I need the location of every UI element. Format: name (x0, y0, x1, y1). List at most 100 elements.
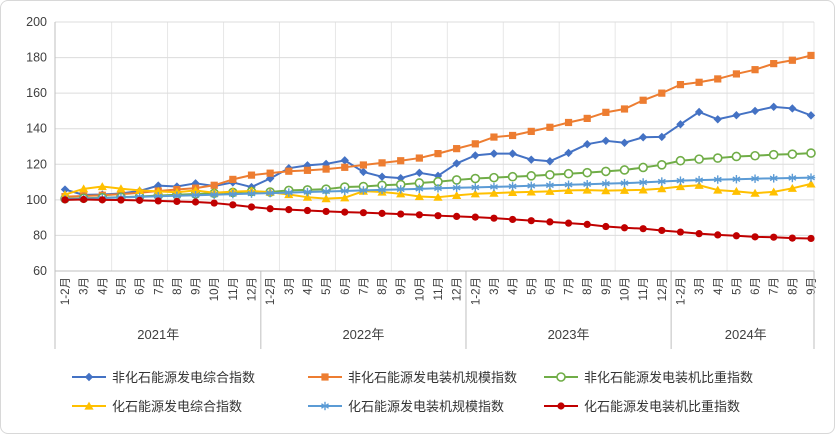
svg-text:1-2月: 1-2月 (675, 277, 687, 305)
x-axis-month-label: 12月 (657, 277, 669, 301)
x-axis-month-label: 12月 (452, 277, 464, 301)
x-axis-month-label: 1-2月 (265, 277, 277, 305)
svg-text:3月: 3月 (694, 277, 706, 295)
x-axis-month-label: 9月 (806, 277, 818, 295)
legend-marker-icon (308, 372, 342, 381)
svg-text:8月: 8月 (787, 277, 799, 295)
x-axis-month-label: 6月 (340, 277, 352, 295)
legend-marker-icon (544, 401, 578, 410)
svg-text:3月: 3月 (79, 277, 91, 295)
legend-item: 非化石能源发电装机比重指数 (543, 367, 783, 386)
svg-text:5月: 5月 (731, 277, 743, 295)
x-axis-month-label: 3月 (694, 277, 706, 295)
x-axis-month-label: 7月 (153, 277, 165, 295)
svg-text:7月: 7月 (769, 277, 781, 295)
y-axis-tick-label: 120 (26, 157, 47, 171)
svg-text:1-2月: 1-2月 (265, 277, 277, 305)
x-axis-month-label: 6月 (135, 277, 147, 295)
y-axis-tick-label: 140 (26, 122, 47, 136)
legend-label: 非化石能源发电综合指数 (112, 370, 256, 385)
x-axis-month-label: 5月 (321, 277, 333, 295)
x-axis-year-label: 2021年 (137, 327, 179, 342)
y-axis-tick-label: 200 (26, 15, 47, 29)
svg-text:7月: 7月 (564, 277, 576, 295)
svg-text:6月: 6月 (545, 277, 557, 295)
svg-text:9月: 9月 (601, 277, 613, 295)
svg-text:4月: 4月 (508, 277, 520, 295)
svg-text:4月: 4月 (713, 277, 725, 295)
x-axis-year-label: 2022年 (342, 327, 384, 342)
legend-item: 非化石能源发电综合指数 (71, 367, 307, 386)
x-axis-month-label: 6月 (545, 277, 557, 295)
x-axis-month-label: 8月 (172, 277, 184, 295)
y-axis-tick-label: 60 (33, 264, 47, 278)
x-axis-month-label: 11月 (228, 277, 240, 300)
legend-item: 化石能源发电综合指数 (71, 396, 307, 415)
x-axis-month-label: 7月 (358, 277, 370, 295)
svg-text:11月: 11月 (228, 277, 240, 300)
y-axis-tick-label: 160 (26, 86, 47, 100)
legend-label: 化石能源发电综合指数 (112, 399, 243, 414)
legend-marker-icon (308, 401, 342, 410)
svg-text:5月: 5月 (116, 277, 128, 295)
x-axis-month-label: 9月 (601, 277, 613, 295)
x-axis-month-label: 12月 (247, 277, 259, 301)
legend-marker-icon (72, 401, 106, 410)
svg-text:4月: 4月 (97, 277, 109, 295)
x-axis-month-label: 3月 (284, 277, 296, 295)
svg-text:12月: 12月 (247, 277, 259, 301)
x-axis-month-label: 6月 (750, 277, 762, 295)
svg-text:11月: 11月 (638, 277, 650, 300)
svg-text:4月: 4月 (302, 277, 314, 295)
svg-text:1-2月: 1-2月 (60, 277, 72, 305)
legend-marker-icon (544, 371, 578, 382)
x-axis-month-label: 4月 (97, 277, 109, 295)
svg-text:3月: 3月 (284, 277, 296, 295)
svg-text:9月: 9月 (806, 277, 818, 295)
x-axis-month-label: 8月 (377, 277, 389, 295)
x-axis-month-label: 1-2月 (675, 277, 687, 305)
x-axis-month-label: 9月 (396, 277, 408, 295)
x-axis-month-label: 4月 (713, 277, 725, 295)
x-axis-month-label: 8月 (582, 277, 594, 295)
y-axis-tick-label: 100 (26, 193, 47, 207)
x-axis-month-label: 5月 (526, 277, 538, 295)
x-axis-month-label: 11月 (433, 277, 445, 300)
x-axis-month-label: 5月 (116, 277, 128, 295)
x-axis-month-label: 4月 (302, 277, 314, 295)
x-axis-month-label: 1-2月 (470, 277, 482, 305)
svg-text:12月: 12月 (452, 277, 464, 301)
legend-label: 化石能源发电装机规模指数 (348, 399, 505, 414)
x-axis-year-label: 2023年 (548, 327, 590, 342)
legend-item: 非化石能源发电装机规模指数 (307, 367, 543, 386)
x-axis-month-label: 9月 (191, 277, 203, 295)
legend-label: 非化石能源发电装机规模指数 (348, 370, 518, 385)
series-化石能源发电装机比重指数 (61, 195, 815, 243)
x-axis-month-label: 7月 (564, 277, 576, 295)
x-axis-month-label: 1-2月 (60, 277, 72, 305)
svg-text:10月: 10月 (209, 277, 221, 301)
legend-item: 化石能源发电装机比重指数 (543, 396, 783, 415)
x-axis-month-label: 4月 (508, 277, 520, 295)
svg-text:8月: 8月 (377, 277, 389, 295)
svg-text:1-2月: 1-2月 (470, 277, 482, 305)
x-axis-month-label: 8月 (787, 277, 799, 295)
x-axis-month-label: 7月 (769, 277, 781, 295)
y-axis-tick-label: 80 (33, 228, 47, 242)
svg-text:9月: 9月 (191, 277, 203, 295)
svg-text:9月: 9月 (396, 277, 408, 295)
x-axis-month-label: 10月 (414, 277, 426, 301)
svg-text:11月: 11月 (433, 277, 445, 300)
svg-text:10月: 10月 (620, 277, 632, 301)
x-axis-month-label: 3月 (79, 277, 91, 295)
svg-text:8月: 8月 (172, 277, 184, 295)
svg-text:6月: 6月 (340, 277, 352, 295)
svg-text:3月: 3月 (489, 277, 501, 295)
x-axis-year-label: 2024年 (725, 327, 767, 342)
chart-legend: 非化石能源发电综合指数 非化石能源发电装机规模指数 非化石能源发电装机比重指数化石能… (71, 367, 783, 415)
legend-marker-icon (72, 372, 106, 381)
legend-label: 非化石能源发电装机比重指数 (584, 370, 754, 385)
svg-text:5月: 5月 (526, 277, 538, 295)
y-axis-tick-label: 180 (26, 51, 47, 65)
x-axis-month-label: 5月 (731, 277, 743, 295)
